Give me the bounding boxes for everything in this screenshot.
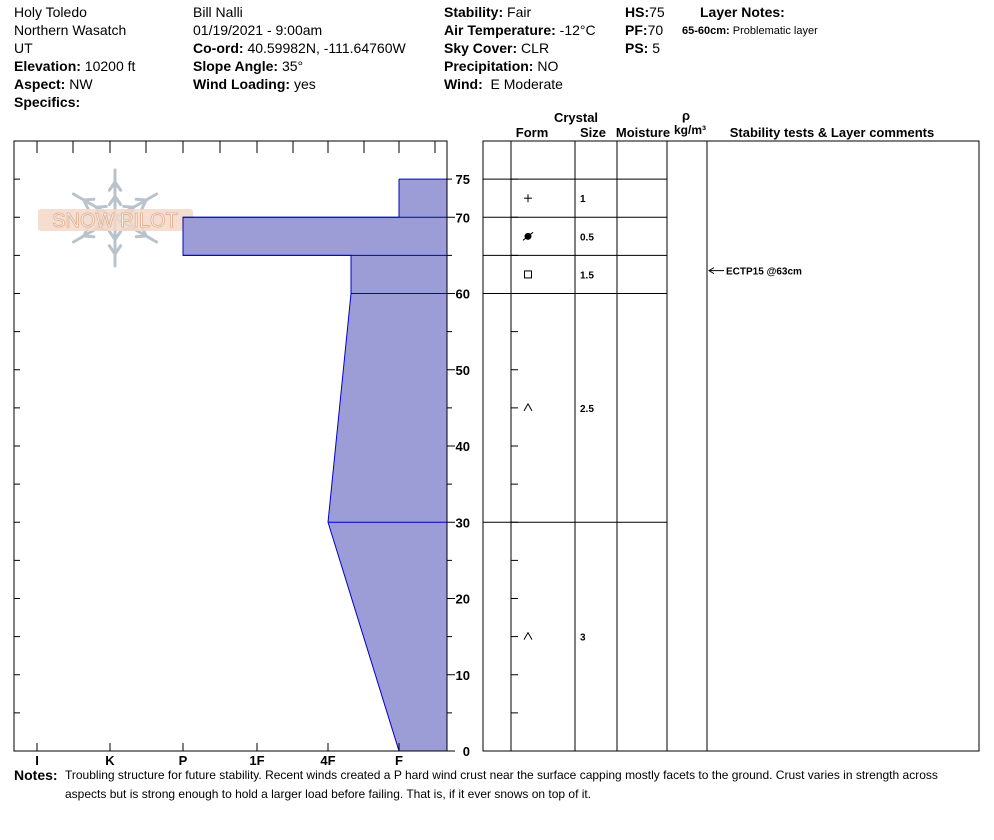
stability-test-arrowhead (708, 267, 715, 275)
precip-value: NO (537, 58, 559, 74)
depth-tick-label: 60 (456, 287, 470, 302)
snowpilot-logo-text: SNOW PILOT (52, 210, 178, 232)
ps-label: PS: (625, 40, 649, 56)
table-frame (482, 140, 980, 752)
hardness-tick-label: K (105, 753, 115, 768)
stability-field: Stability: Fair (444, 3, 531, 21)
elevation-value: 10200 ft (84, 58, 136, 74)
wind-loading-label: Wind Loading: (193, 76, 291, 92)
stability-label: Stability: (444, 4, 504, 20)
crystal-size: 1.5 (580, 270, 594, 281)
depth-tick-label: 30 (456, 515, 470, 530)
hardness-tick-label: 4F (320, 753, 335, 768)
depth-tick-label: 75 (456, 172, 470, 187)
snowpilot-logo: SNOW PILOT (38, 168, 193, 268)
wind-loading-field: Wind Loading: yes (193, 75, 316, 93)
crystal-form-depth-hoar (523, 402, 533, 412)
elevation-label: Elevation: (14, 58, 81, 74)
aspect-label: Aspect: (14, 76, 66, 92)
depth-tick-label: 0 (463, 744, 470, 759)
col-moisture: Moisture (616, 125, 670, 140)
air-temp-value: -12°C (559, 22, 596, 38)
col-rho: ρ (682, 108, 690, 123)
depth-tick-label: 10 (456, 668, 470, 683)
crystal-form-depth-hoar (523, 631, 533, 640)
state-name: UT (14, 40, 33, 56)
notes-text: Troubling structure for future stability… (65, 768, 938, 801)
crystal-size: 0.5 (580, 232, 594, 243)
depth-tick-label: 70 (456, 210, 470, 225)
crystal-form-rounding-facet (522, 231, 534, 241)
layer-note-range: 65-60cm: (682, 25, 730, 37)
hs-value: 75 (649, 4, 665, 20)
sky-cover-field: Sky Cover: CLR (444, 39, 549, 57)
notes-section: Notes: Troubling structure for future st… (14, 766, 974, 804)
layer-note: 65-60cm: Problematic layer (682, 22, 818, 40)
coord-label: Co-ord: (193, 40, 244, 56)
layer-notes-title: Layer Notes: (700, 4, 785, 20)
slope-field: Slope Angle: 35° (193, 57, 303, 75)
sky-cover-value: CLR (521, 40, 550, 56)
wind-field: Wind: E Moderate (444, 75, 563, 93)
pf-field: PF:70 (625, 21, 663, 39)
specifics-field: Specifics: (14, 93, 80, 111)
col-crystal: Crystal (554, 110, 598, 125)
observation-datetime: 01/19/2021 - 9:00am (193, 22, 323, 38)
snow-profile-chart: SNOW PILOT I K P 1F 4F F 0 10 20 30 40 50 60 70 75 Cry… (13, 108, 980, 768)
sky-cover-label: Sky Cover: (444, 40, 518, 56)
depth-tick-label: 20 (456, 592, 470, 607)
observer-name: Bill Nalli (193, 4, 243, 20)
hs-field: HS:75 (625, 3, 665, 21)
region-name: Northern Wasatch (14, 22, 127, 38)
crystal-size: 2.5 (580, 404, 594, 415)
hardness-tick-label: 1F (249, 753, 264, 768)
location-name: Holy Toledo (14, 4, 87, 20)
pf-value: 70 (647, 22, 664, 38)
slope-label: Slope Angle: (193, 58, 279, 74)
wind-loading-value: yes (293, 76, 316, 92)
col-size: Size (580, 125, 606, 140)
hardness-tick-label: F (395, 753, 403, 768)
depth-tick-label: 40 (456, 439, 470, 454)
slope-value: 35° (281, 58, 304, 74)
wind-label: Wind: (444, 76, 483, 92)
coord-field: Co-ord: 40.59982N, -111.64760W (193, 39, 406, 57)
coord-value: 40.59982N, -111.64760W (247, 40, 406, 56)
stability-value: Fair (507, 4, 532, 20)
aspect-value: NW (69, 76, 93, 92)
ps-value: 5 (652, 40, 661, 56)
crystal-size: 1 (580, 194, 586, 205)
crystal-size: 3 (580, 633, 586, 644)
hs-label: HS: (625, 4, 650, 20)
col-stability: Stability tests & Layer comments (730, 125, 934, 140)
elevation-field: Elevation: 10200 ft (14, 57, 135, 75)
notes-label: Notes: (14, 767, 58, 783)
hardness-tick-label: I (35, 753, 39, 768)
precip-field: Precipitation: NO (444, 57, 558, 75)
layer-table: Crystal Form Size Moisture ρ kg/m³ Stabi… (482, 108, 980, 752)
hardness-profile (183, 179, 447, 751)
stability-test-label: ECTP15 @63cm (726, 267, 802, 278)
crystal-form-facet (524, 270, 532, 279)
layer-note-text: Problematic layer (732, 25, 818, 37)
hardness-tick-label: P (179, 753, 188, 768)
wind-value: E Moderate (490, 76, 563, 92)
precip-label: Precipitation: (444, 58, 534, 74)
ps-field: PS: 5 (625, 39, 660, 57)
col-form: Form (516, 125, 549, 140)
specifics-label: Specifics: (14, 94, 81, 110)
aspect-field: Aspect: NW (14, 75, 93, 93)
depth-tick-label: 50 (456, 363, 470, 378)
pf-label: PF: (625, 22, 648, 38)
air-temp-label: Air Temperature: (444, 22, 556, 38)
col-density: kg/m³ (674, 123, 706, 137)
air-temp-field: Air Temperature: -12°C (444, 21, 596, 39)
